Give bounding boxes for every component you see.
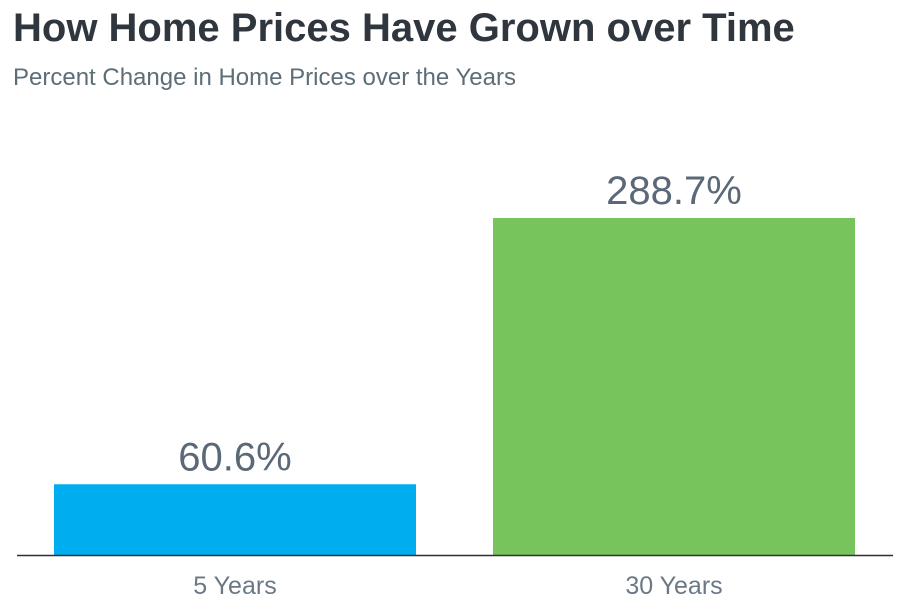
bar-5-years <box>54 484 416 555</box>
chart-subtitle: Percent Change in Home Prices over the Y… <box>13 64 516 91</box>
data-label: 60.6% <box>178 435 291 479</box>
category-label: 5 Years <box>193 572 276 600</box>
chart-title: How Home Prices Have Grown over Time <box>13 6 795 50</box>
bar-30-years <box>493 218 855 555</box>
data-label: 288.7% <box>606 169 742 213</box>
category-label: 30 Years <box>625 572 722 600</box>
